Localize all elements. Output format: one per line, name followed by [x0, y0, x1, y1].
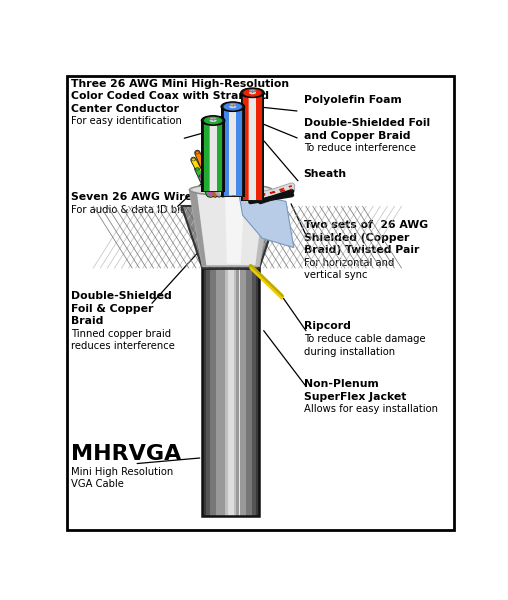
Bar: [241, 93, 242, 202]
Ellipse shape: [221, 102, 245, 112]
Text: Three 26 AWG Mini High-Resolution: Three 26 AWG Mini High-Resolution: [71, 79, 290, 89]
Text: Braid) Twisted Pair: Braid) Twisted Pair: [304, 245, 419, 255]
Bar: [256, 268, 259, 515]
Bar: [210, 122, 216, 191]
Ellipse shape: [230, 104, 236, 106]
Bar: [223, 121, 225, 192]
Bar: [248, 94, 252, 200]
Text: Polyolefin Foam: Polyolefin Foam: [304, 95, 401, 105]
Ellipse shape: [196, 168, 199, 170]
Ellipse shape: [249, 89, 256, 92]
Polygon shape: [182, 206, 280, 268]
Ellipse shape: [210, 119, 216, 122]
Ellipse shape: [241, 88, 264, 98]
Bar: [201, 121, 225, 192]
Bar: [251, 268, 256, 515]
Text: Two sets of  26 AWG: Two sets of 26 AWG: [304, 220, 428, 230]
Text: Color Coded Coax with Stranded: Color Coded Coax with Stranded: [71, 91, 269, 101]
Ellipse shape: [229, 105, 236, 108]
Text: reduces interference: reduces interference: [71, 341, 175, 352]
Ellipse shape: [201, 116, 225, 125]
Ellipse shape: [195, 151, 200, 154]
Ellipse shape: [249, 91, 256, 94]
Polygon shape: [239, 192, 294, 248]
Ellipse shape: [196, 152, 199, 154]
Text: For horizontal and: For horizontal and: [304, 258, 394, 268]
Ellipse shape: [243, 89, 262, 97]
Bar: [243, 94, 262, 200]
Text: To reduce interference: To reduce interference: [304, 143, 416, 153]
Ellipse shape: [200, 175, 203, 177]
Text: VGA Cable: VGA Cable: [71, 479, 124, 490]
Bar: [216, 268, 225, 515]
Text: Shielded (Copper: Shielded (Copper: [304, 233, 409, 243]
Text: For easy identification: For easy identification: [71, 116, 182, 127]
Ellipse shape: [193, 185, 269, 194]
Bar: [229, 108, 236, 196]
Text: Sheath: Sheath: [304, 169, 347, 179]
Text: and Copper Braid: and Copper Braid: [304, 131, 410, 140]
Ellipse shape: [204, 116, 223, 124]
Bar: [210, 268, 216, 515]
Bar: [241, 93, 264, 202]
Bar: [221, 107, 223, 197]
Text: during installation: during installation: [304, 347, 395, 357]
Ellipse shape: [203, 179, 208, 182]
Bar: [246, 268, 251, 515]
Text: Foil & Copper: Foil & Copper: [71, 304, 154, 314]
Ellipse shape: [199, 175, 204, 178]
Ellipse shape: [208, 178, 211, 179]
Bar: [204, 121, 223, 191]
Ellipse shape: [224, 103, 242, 110]
Polygon shape: [189, 190, 272, 266]
Text: Center Conductor: Center Conductor: [71, 104, 179, 114]
Text: Allows for easy installation: Allows for easy installation: [304, 404, 438, 414]
Ellipse shape: [189, 184, 272, 196]
Text: SuperFlex Jacket: SuperFlex Jacket: [304, 392, 406, 402]
Bar: [243, 107, 245, 197]
Ellipse shape: [195, 167, 200, 170]
Text: For audio & data ID bits: For audio & data ID bits: [71, 205, 189, 215]
Bar: [201, 121, 203, 192]
Bar: [225, 268, 237, 515]
Ellipse shape: [192, 159, 195, 161]
Ellipse shape: [204, 179, 207, 181]
Polygon shape: [189, 190, 206, 266]
Bar: [203, 268, 259, 515]
Text: vertical sync: vertical sync: [304, 270, 367, 280]
Bar: [249, 94, 256, 200]
Ellipse shape: [211, 173, 215, 175]
Text: Tinned copper braid: Tinned copper braid: [71, 329, 172, 339]
Text: Mini High Resolution: Mini High Resolution: [71, 467, 174, 477]
Text: Ripcord: Ripcord: [304, 322, 351, 331]
Bar: [237, 268, 246, 515]
Bar: [263, 93, 264, 202]
Text: Seven 26 AWG Wires: Seven 26 AWG Wires: [71, 192, 199, 202]
Bar: [224, 107, 242, 196]
Polygon shape: [255, 190, 272, 266]
Ellipse shape: [191, 158, 196, 161]
Ellipse shape: [211, 172, 215, 175]
Text: Double-Shielded: Double-Shielded: [71, 292, 172, 301]
Bar: [203, 268, 206, 515]
Text: To reduce cable damage: To reduce cable damage: [304, 334, 425, 344]
Bar: [221, 107, 245, 197]
Ellipse shape: [210, 118, 216, 120]
Text: Non-Plenum: Non-Plenum: [304, 379, 378, 389]
Bar: [229, 107, 232, 196]
Text: Braid: Braid: [71, 316, 104, 326]
Text: MHRVGA: MHRVGA: [71, 444, 182, 464]
Bar: [206, 268, 210, 515]
Bar: [239, 268, 240, 515]
Polygon shape: [225, 190, 244, 264]
Ellipse shape: [207, 177, 211, 179]
Text: Double-Shielded Foil: Double-Shielded Foil: [304, 118, 430, 128]
Bar: [228, 268, 234, 515]
Bar: [209, 121, 212, 191]
